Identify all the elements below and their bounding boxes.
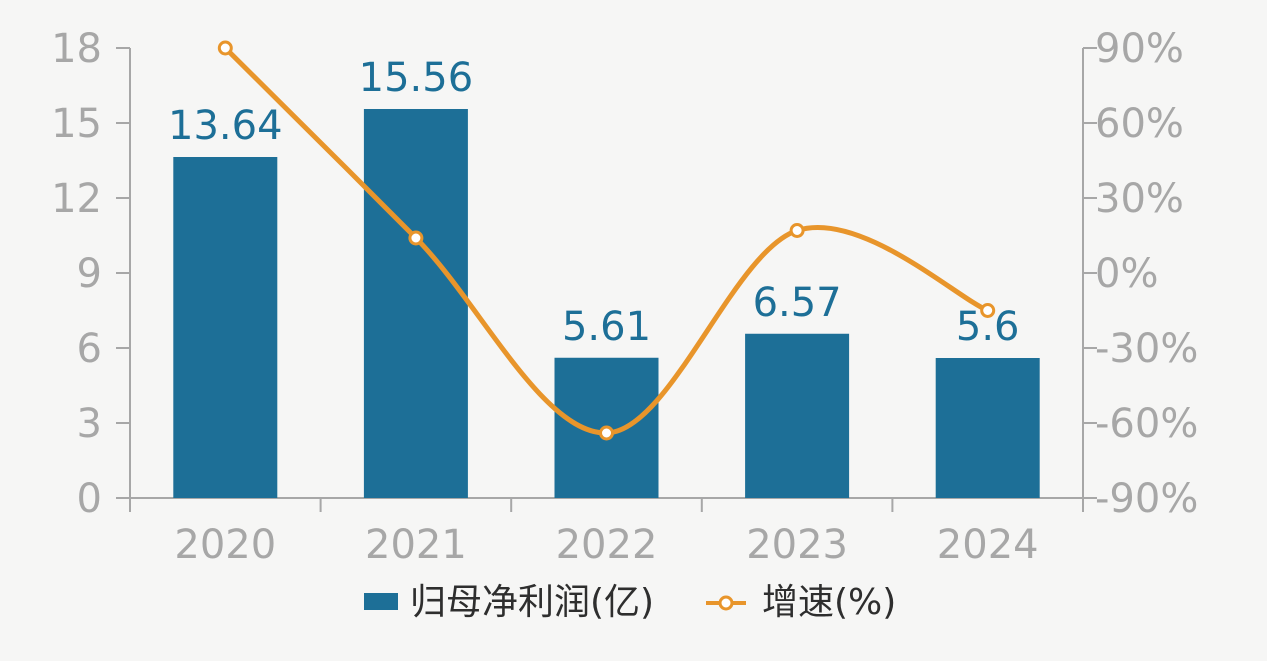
bar-value-label: 13.64 xyxy=(168,103,283,149)
bar xyxy=(745,333,850,498)
y-left-tick-label: 6 xyxy=(77,326,102,372)
data-labels: 13.64 15.56 5.61 6.57 5.6 xyxy=(168,55,1019,350)
y-left-tick-label: 18 xyxy=(51,26,102,72)
y-right-tick-label: -90% xyxy=(1095,476,1198,522)
y-right-tick-label: 30% xyxy=(1095,176,1184,222)
y-right-tick-label: -60% xyxy=(1095,401,1198,447)
y-left-tick-label: 3 xyxy=(77,401,102,447)
bar xyxy=(935,358,1040,498)
y-left-tick-label: 12 xyxy=(51,176,102,222)
y-right-tick-label: -30% xyxy=(1095,326,1198,372)
bar xyxy=(173,157,278,498)
line-marker xyxy=(789,223,805,238)
bar-value-label: 5.61 xyxy=(562,304,651,350)
line-marker xyxy=(980,303,996,318)
bar-value-label: 15.56 xyxy=(359,55,474,101)
bar-value-label: 6.57 xyxy=(753,280,842,326)
x-tick-label: 2024 xyxy=(937,522,1039,568)
y-right-tick-label: 90% xyxy=(1095,26,1184,72)
y-right-tick-label: 0% xyxy=(1095,251,1158,297)
y-right-tick-label: 60% xyxy=(1095,101,1184,147)
y-left-tick-label: 0 xyxy=(77,476,102,522)
x-tick-label: 2023 xyxy=(746,522,848,568)
x-tick-label: 2022 xyxy=(556,522,658,568)
legend: 归母净利润(亿) 增速(%) xyxy=(364,582,896,623)
line-marker xyxy=(408,230,424,246)
line-marker xyxy=(217,40,233,56)
bar-value-label: 5.6 xyxy=(956,304,1020,350)
legend-label-line: 增速(%) xyxy=(762,582,896,623)
bar xyxy=(363,109,468,498)
legend-swatch-marker xyxy=(718,595,734,611)
line-series xyxy=(217,40,996,441)
line-marker xyxy=(599,425,614,441)
x-tick-label: 2020 xyxy=(174,522,276,568)
x-tick-label: 2021 xyxy=(365,522,467,568)
legend-label-bar: 归母净利润(亿) xyxy=(410,582,654,623)
y-left-tick-label: 15 xyxy=(51,101,102,147)
axes: 0 3 6 9 12 15 18 -90% -60% -30% 0% 30% 60% 90% 2020 202… xyxy=(51,26,1198,568)
y-left-tick-label: 9 xyxy=(77,251,102,297)
legend-swatch-bar xyxy=(364,593,398,610)
